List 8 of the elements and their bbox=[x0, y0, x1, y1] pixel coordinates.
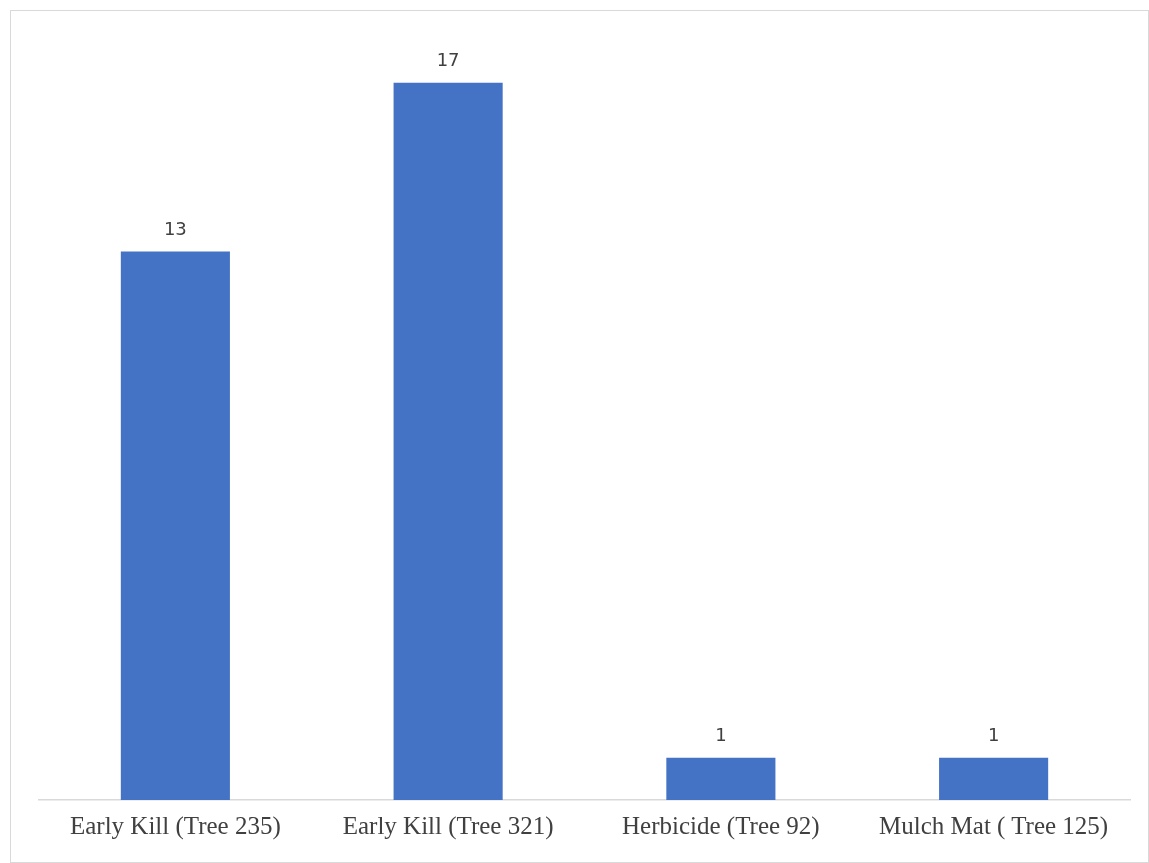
data-label: 13 bbox=[163, 218, 187, 240]
data-label: 1 bbox=[987, 724, 1000, 746]
x-tick-label: Early Kill (Tree 321) bbox=[342, 811, 554, 840]
x-tick-label: Herbicide (Tree 92) bbox=[622, 811, 820, 840]
data-label: 17 bbox=[436, 49, 460, 71]
x-tick-label: Mulch Mat ( Tree 125) bbox=[879, 811, 1109, 840]
data-label: 1 bbox=[715, 724, 727, 746]
x-tick-label: Early Kill (Tree 235) bbox=[69, 811, 281, 840]
